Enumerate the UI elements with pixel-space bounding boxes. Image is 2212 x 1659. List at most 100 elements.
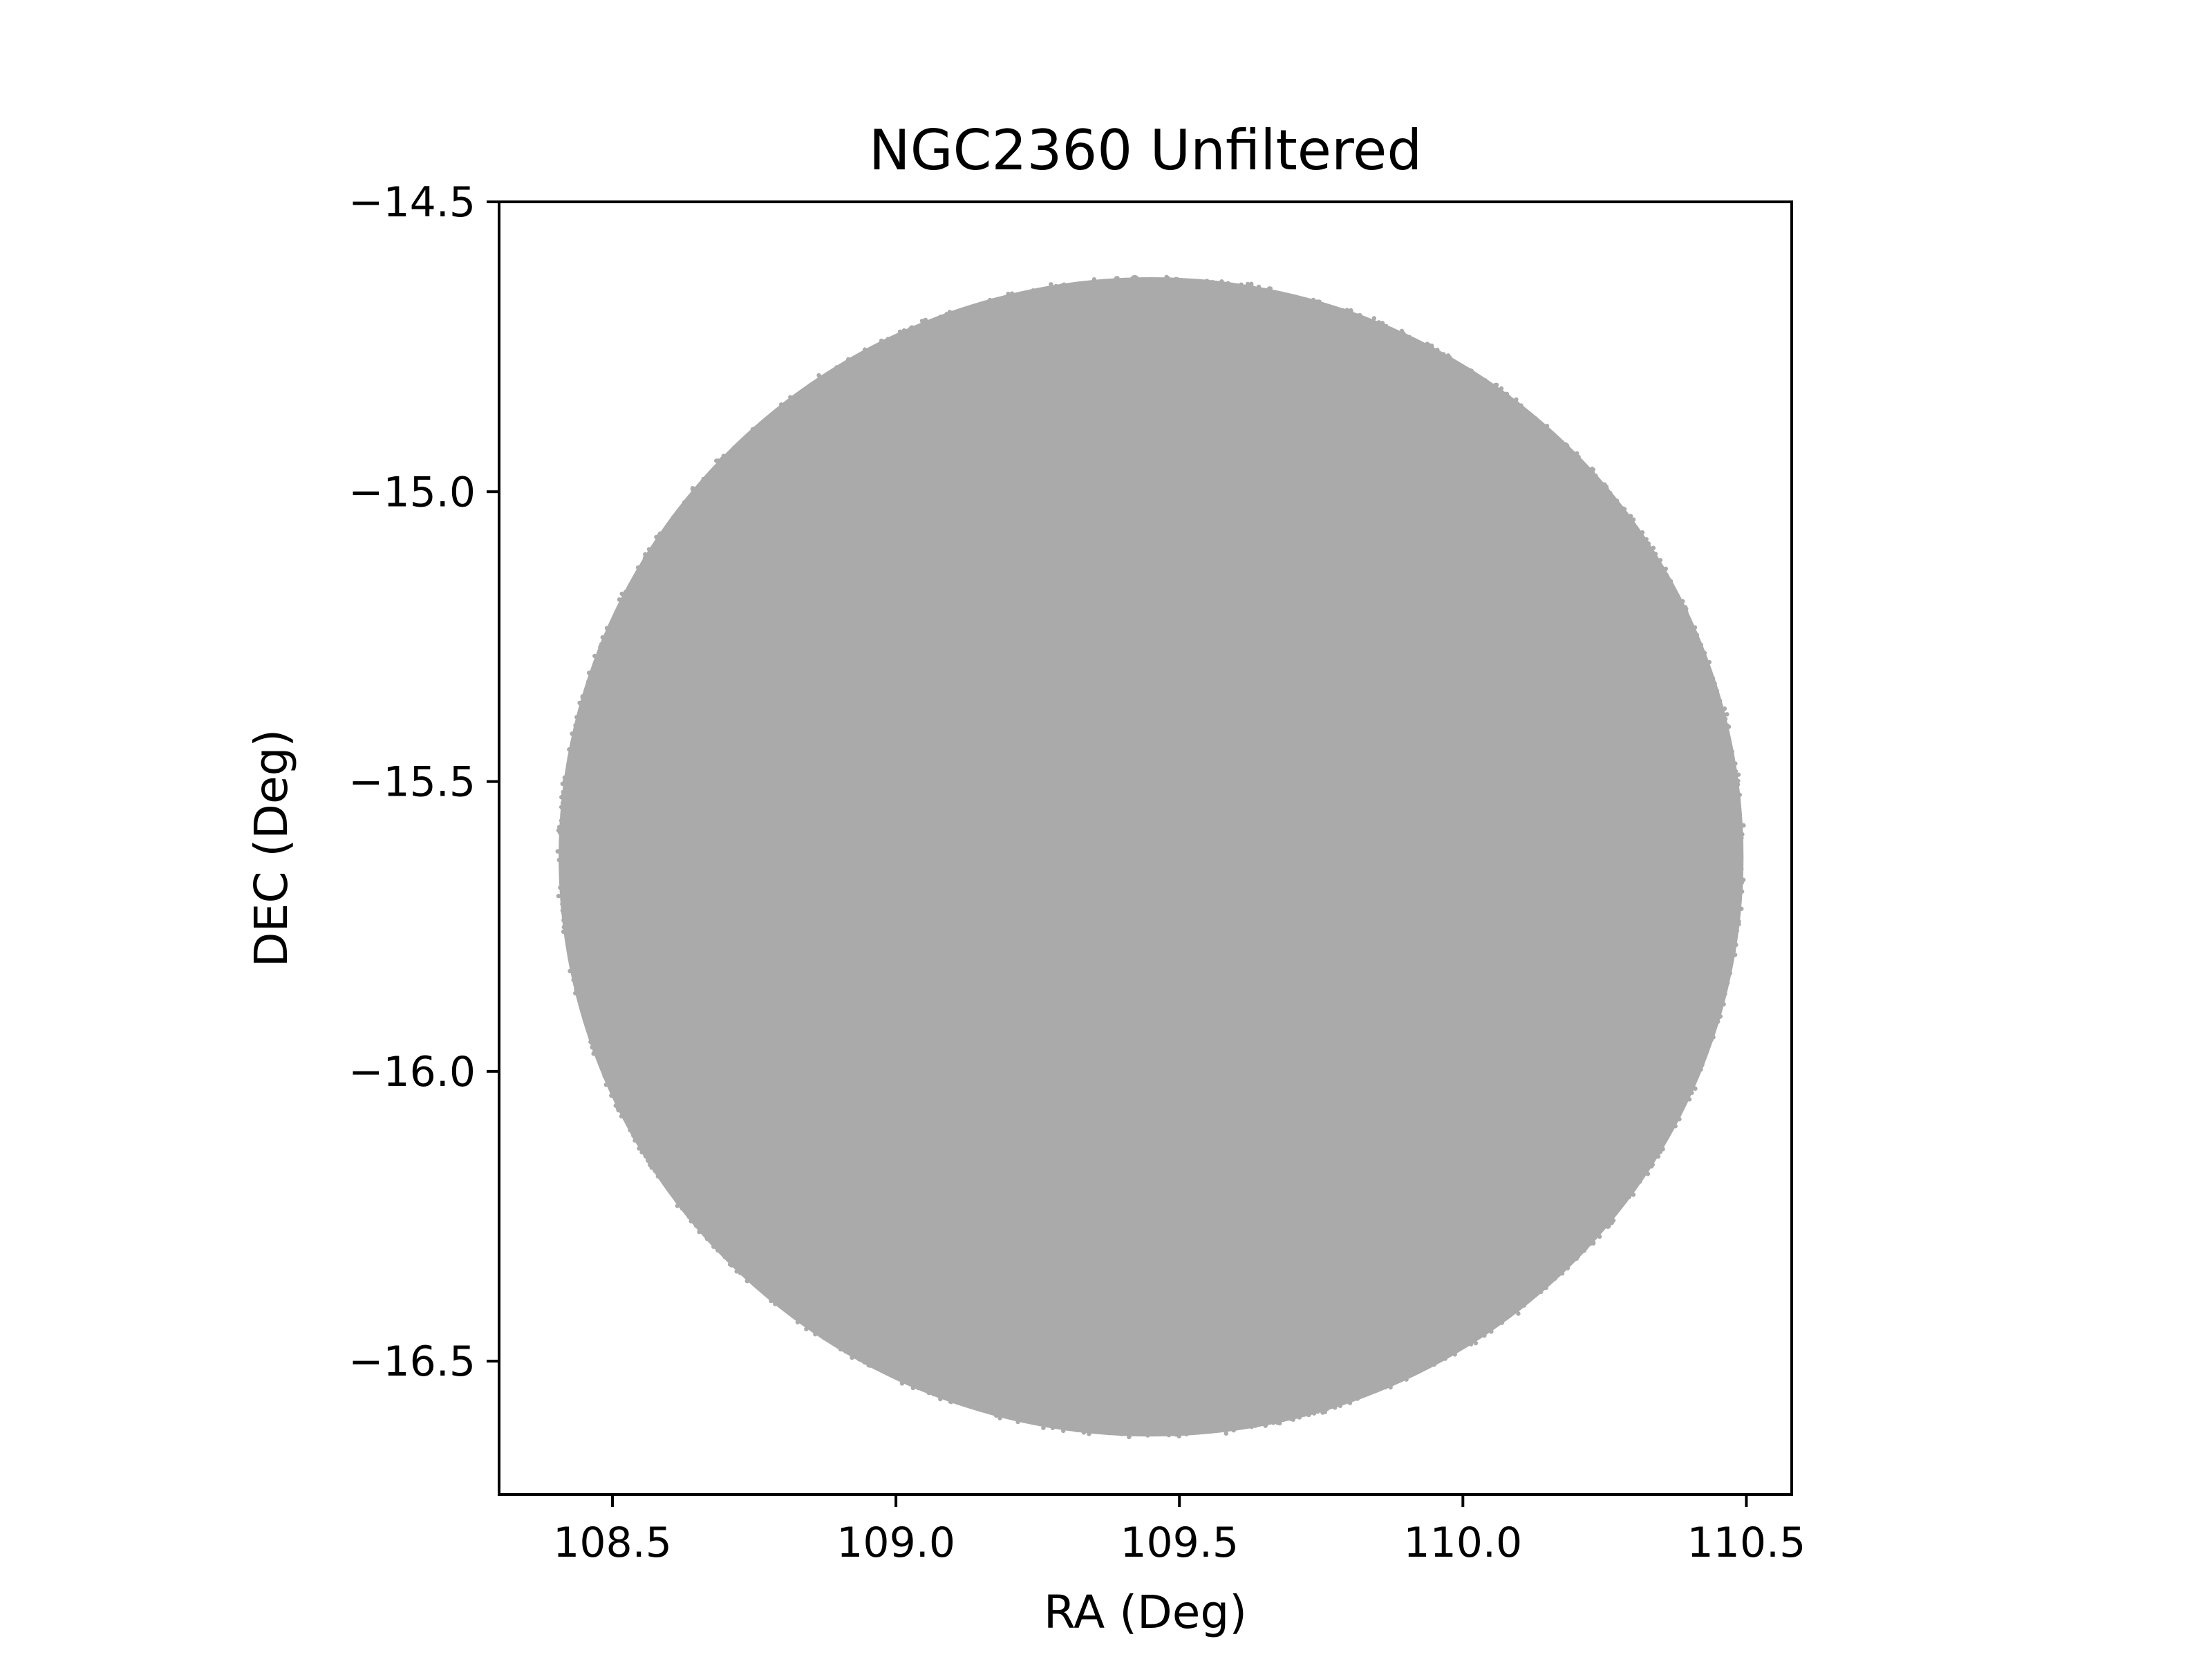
data-point: [813, 384, 818, 388]
data-point: [1734, 879, 1738, 884]
data-point: [1716, 705, 1721, 711]
data-point: [563, 856, 568, 862]
data-point: [1736, 899, 1741, 904]
data-point: [1371, 322, 1376, 327]
data-point: [1485, 383, 1490, 388]
data-point: [1146, 1428, 1152, 1433]
data-point: [877, 1361, 881, 1366]
data-point: [1139, 1429, 1144, 1434]
data-point: [1320, 306, 1324, 312]
data-point: [1473, 1333, 1479, 1339]
data-point: [675, 1199, 679, 1204]
data-point: [1189, 1430, 1194, 1434]
data-point: [1730, 749, 1734, 754]
data-point: [1519, 403, 1524, 408]
data-point: [966, 310, 971, 315]
data-point: [1053, 283, 1058, 289]
data-point: [569, 769, 574, 775]
data-point: [1418, 344, 1423, 349]
data-point: [744, 1279, 749, 1284]
data-point: [1665, 1123, 1669, 1128]
data-point: [1718, 711, 1723, 716]
data-point: [621, 1111, 626, 1116]
data-point: [1638, 532, 1643, 537]
data-point: [1115, 281, 1120, 286]
data-point: [714, 467, 719, 473]
data-point: [671, 1187, 676, 1192]
data-point: [804, 1327, 809, 1331]
data-point: [767, 421, 773, 426]
x-tick-label: 108.5: [553, 1519, 672, 1567]
data-point: [1729, 759, 1734, 764]
data-point: [753, 1279, 758, 1284]
data-point: [562, 851, 568, 856]
data-point: [1210, 280, 1215, 285]
data-point: [632, 1138, 637, 1143]
data-point: [1380, 321, 1385, 326]
data-point: [1231, 283, 1236, 289]
data-point: [1711, 1035, 1716, 1040]
data-point: [1674, 1117, 1679, 1122]
data-point: [1739, 906, 1744, 911]
data-point: [691, 488, 697, 494]
data-point: [679, 1206, 684, 1211]
y-tick-label: −14.5: [348, 178, 476, 227]
data-point: [1716, 1000, 1722, 1006]
data-point: [1056, 1423, 1061, 1428]
data-point: [1698, 1056, 1703, 1060]
data-point: [1270, 1414, 1275, 1420]
data-point: [570, 953, 575, 957]
data-point: [1288, 1416, 1293, 1421]
data-point: [1665, 1129, 1669, 1134]
data-point: [1409, 1369, 1414, 1374]
data-point: [807, 1324, 812, 1330]
data-point: [645, 1146, 650, 1151]
y-tick-label: −15.0: [348, 468, 476, 516]
data-point: [1396, 1378, 1401, 1383]
data-point: [691, 1215, 695, 1220]
data-point: [1545, 1281, 1550, 1286]
data-point: [1067, 285, 1072, 290]
data-point: [1611, 496, 1615, 500]
data-point: [893, 1374, 898, 1379]
data-point: [592, 1044, 598, 1049]
data-point: [1005, 297, 1010, 302]
data-point: [572, 958, 577, 963]
data-point: [563, 829, 568, 834]
data-point: [573, 991, 578, 996]
data-point: [1262, 292, 1266, 298]
data-point: [981, 302, 986, 307]
data-point: [569, 949, 574, 954]
data-point: [1619, 1201, 1624, 1206]
data-point: [1286, 293, 1292, 298]
data-point: [583, 1020, 588, 1025]
data-point: [866, 1362, 871, 1368]
data-point: [628, 1124, 633, 1130]
data-point: [738, 1271, 743, 1275]
data-point: [1303, 302, 1308, 308]
data-point: [646, 547, 652, 552]
data-point: [767, 1293, 771, 1298]
data-point: [1245, 281, 1250, 287]
data-point: [1347, 1396, 1352, 1402]
data-point: [1013, 1415, 1018, 1420]
data-point: [1640, 544, 1646, 549]
data-point: [1499, 1320, 1504, 1325]
data-point: [906, 1380, 911, 1386]
data-point: [606, 1077, 611, 1082]
data-point: [948, 1399, 953, 1404]
data-point: [1490, 384, 1494, 389]
data-point: [584, 687, 589, 692]
data-point: [1725, 712, 1730, 717]
data-point: [1376, 320, 1381, 325]
data-point: [1717, 995, 1722, 1000]
data-point: [597, 1049, 603, 1055]
data-point: [637, 1146, 641, 1151]
data-point: [559, 875, 565, 880]
data-point: [1667, 579, 1672, 583]
data-point: [1071, 288, 1076, 293]
data-point: [858, 1356, 863, 1360]
data-point: [1575, 1254, 1580, 1259]
data-point: [1401, 331, 1406, 336]
data-point: [1702, 650, 1707, 655]
